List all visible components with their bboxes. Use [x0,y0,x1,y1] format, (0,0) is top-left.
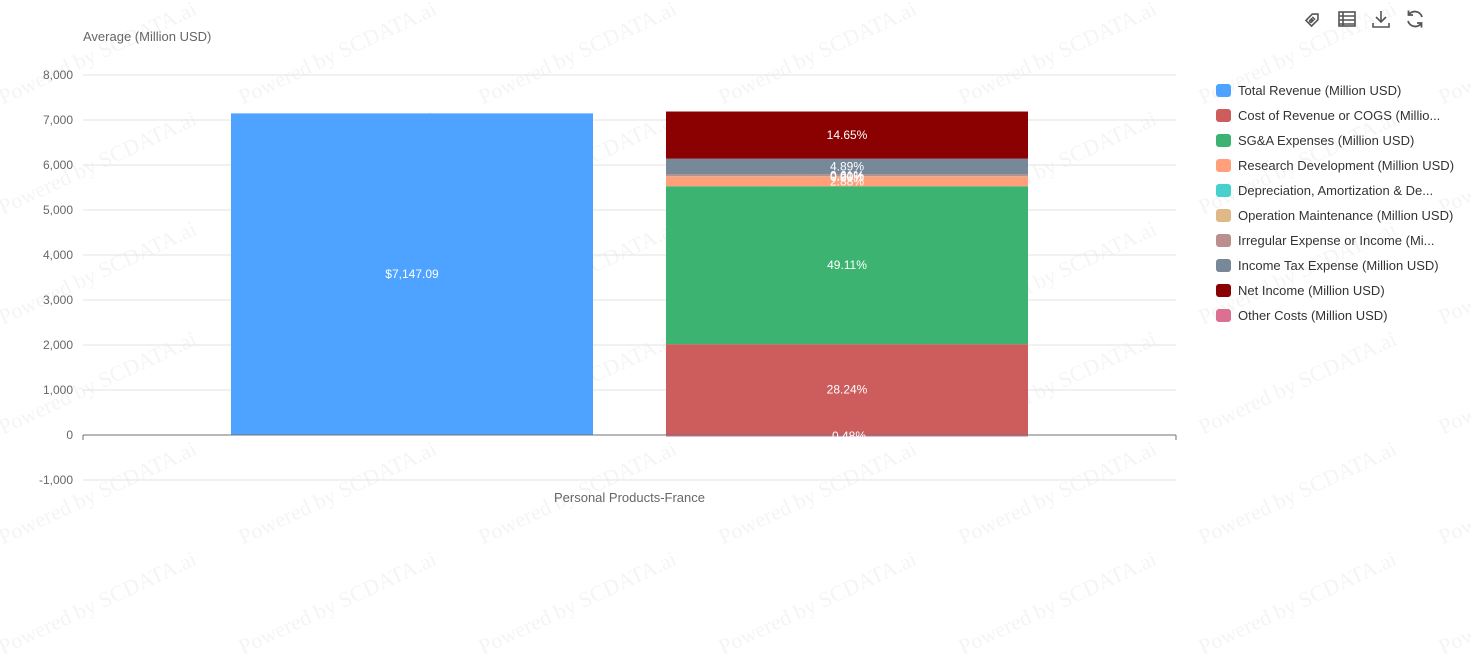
y-axis-title: Average (Million USD) [83,29,211,44]
legend-item[interactable]: Other Costs (Million USD) [1216,303,1454,328]
y-tick-label: 7,000 [43,113,73,127]
download-icon[interactable] [1368,7,1394,31]
bar-segment[interactable] [666,176,1028,187]
y-tick-label: 3,000 [43,293,73,307]
y-tick-label: 4,000 [43,248,73,262]
legend-swatch [1216,159,1231,172]
y-tick-label: -1,000 [39,473,73,487]
bar-segment[interactable] [666,158,1028,175]
legend-label: Irregular Expense or Income (Mi... [1238,233,1435,248]
legend-label: Other Costs (Million USD) [1238,308,1388,323]
legend-label: Income Tax Expense (Million USD) [1238,258,1439,273]
watermark-text: Powered by SCDATA.ai [475,546,681,660]
legend-label: Total Revenue (Million USD) [1238,83,1402,98]
data-label: 0.61% [830,168,864,182]
watermark-text: Powered by SCDATA.ai [0,546,201,660]
x-category-label: Personal Products-France [554,490,705,505]
chart: Average (Million USD) -1,000 0 1,000 2,000 3… [39,29,1177,505]
y-tick-label: 0 [66,428,73,442]
legend-swatch [1216,259,1231,272]
bar-segment[interactable] [666,111,1028,159]
y-tick-label: 6,000 [43,158,73,172]
legend-label: Research Development (Million USD) [1238,158,1455,173]
watermark-text: Powered by SCDATA.ai [235,546,441,660]
watermark-text: Powered by SCDATA.ai [1195,546,1401,660]
legend-label: Operation Maintenance (Million USD) [1238,208,1454,223]
y-tick-label: 1,000 [43,383,73,397]
legend-label: Cost of Revenue or COGS (Millio... [1238,108,1441,123]
legend-item[interactable]: Irregular Expense or Income (Mi... [1216,228,1454,253]
bar-segment[interactable] [666,435,1028,437]
watermark-text: Powered by SCDATA.ai [955,546,1161,660]
legend-item[interactable]: Income Tax Expense (Million USD) [1216,253,1454,278]
legend-swatch [1216,134,1231,147]
bar-segment[interactable] [666,174,1028,177]
legend-swatch [1216,284,1231,297]
bar-segment[interactable] [666,344,1028,435]
bars [231,111,1028,437]
data-label: 0.00% [830,170,864,184]
data-label: $7,147.09 [385,267,439,281]
legend-item[interactable]: Depreciation, Amortization & De... [1216,178,1454,203]
legend-swatch [1216,109,1231,122]
legend-swatch [1216,209,1231,222]
chart-toolbar [1300,7,1428,31]
data-label: 14.65% [827,128,868,142]
data-label: 0.20% [830,170,864,184]
bar-segment[interactable] [666,176,1028,177]
data-label: 49.11% [827,258,867,272]
refresh-icon[interactable] [1402,7,1428,31]
legend-item[interactable]: Total Revenue (Million USD) [1216,78,1454,103]
watermark-text: Powered by SCDATA.ai [715,546,921,660]
chart-legend: Total Revenue (Million USD) Cost of Reven… [1216,78,1454,328]
y-tick-label: 5,000 [43,203,73,217]
legend-item[interactable]: Operation Maintenance (Million USD) [1216,203,1454,228]
legend-swatch [1216,234,1231,247]
legend-swatch [1216,84,1231,97]
legend-label: SG&A Expenses (Million USD) [1238,133,1415,148]
data-label: 28.24% [827,383,868,397]
legend-label: Net Income (Million USD) [1238,283,1385,298]
legend-label: Depreciation, Amortization & De... [1238,183,1434,198]
legend-item[interactable]: Research Development (Million USD) [1216,153,1454,178]
legend-item[interactable]: Net Income (Million USD) [1216,278,1454,303]
watermark-text: Powered by SCDATA.ai [1435,546,1471,660]
x-axis: Personal Products-France [82,434,1177,505]
tag-icon[interactable] [1300,7,1326,31]
data-view-icon[interactable] [1334,7,1360,31]
bar-segment[interactable] [666,186,1028,345]
data-label: 4.89% [830,160,864,174]
bar-labels: $7,147.09 28.24% 49.11% 2.88%0.00%0.20%0.61… [385,128,867,443]
legend-swatch [1216,309,1231,322]
data-label: 2.88% [830,175,864,189]
legend-item[interactable]: Cost of Revenue or COGS (Millio... [1216,103,1454,128]
data-label: -0.48% [828,429,866,443]
y-tick-label: 8,000 [43,68,73,82]
bar-segment[interactable] [231,113,593,435]
y-tick-label: 2,000 [43,338,73,352]
legend-swatch [1216,184,1231,197]
legend-item[interactable]: SG&A Expenses (Million USD) [1216,128,1454,153]
y-axis-ticks: -1,000 0 1,000 2,000 3,000 4,000 5,000 6,000 7,0… [39,68,73,487]
